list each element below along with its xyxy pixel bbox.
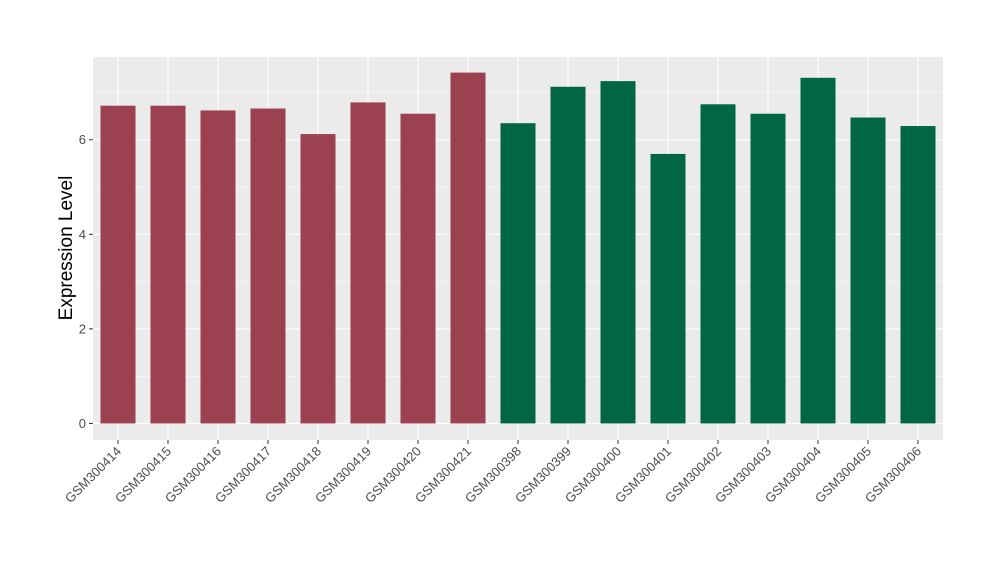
bar-gsm300419 — [350, 102, 386, 424]
bars — [100, 72, 936, 424]
bar-gsm300418 — [300, 134, 336, 424]
y-axis-title: Expression Level — [56, 176, 77, 321]
bar-gsm300414 — [100, 105, 136, 424]
y-axis: 0 2 4 6 — [79, 132, 93, 431]
bar-gsm300404 — [800, 77, 836, 424]
x-axis: GSM300414GSM300415GSM300416GSM300417GSM3… — [62, 440, 924, 506]
y-tick-label: 2 — [79, 321, 86, 336]
y-tick-label: 4 — [79, 227, 86, 242]
bar-gsm300398 — [500, 123, 536, 424]
y-tick-label: 6 — [79, 132, 86, 147]
bar-gsm300405 — [850, 117, 886, 424]
bar-gsm300421 — [450, 72, 486, 424]
bar-gsm300401 — [650, 153, 686, 424]
bar-gsm300403 — [750, 113, 786, 424]
bar-gsm300420 — [400, 113, 436, 424]
bar-gsm300400 — [600, 81, 636, 424]
bar-gsm300406 — [900, 126, 936, 424]
bar-gsm300416 — [200, 110, 236, 424]
bar-gsm300402 — [700, 104, 736, 424]
bar-gsm300415 — [150, 105, 186, 424]
bar-gsm300399 — [550, 86, 586, 424]
y-tick-label: 0 — [79, 416, 86, 431]
bar-gsm300417 — [250, 108, 286, 424]
